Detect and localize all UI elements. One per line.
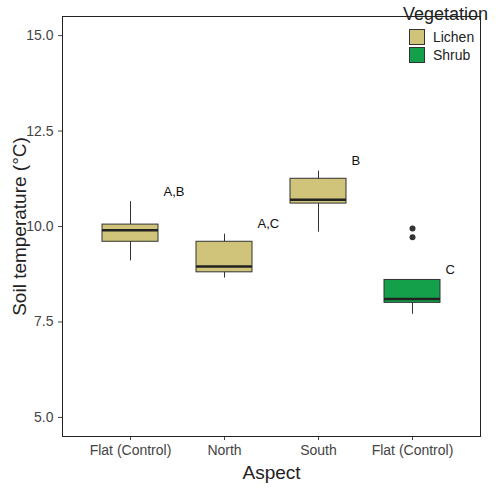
svg-text:North: North <box>207 442 241 458</box>
svg-text:12.5: 12.5 <box>26 123 53 139</box>
svg-text:5.0: 5.0 <box>34 409 54 425</box>
svg-text:B: B <box>352 153 361 168</box>
svg-text:Aspect: Aspect <box>242 462 301 483</box>
svg-text:Flat (Control): Flat (Control) <box>90 442 172 458</box>
svg-text:Flat (Control): Flat (Control) <box>372 442 454 458</box>
svg-text:Soil temperature (°C): Soil temperature (°C) <box>9 137 30 316</box>
svg-text:10.0: 10.0 <box>26 218 53 234</box>
svg-text:South: South <box>300 442 337 458</box>
html-text:Lichen: Lichen <box>432 29 475 45</box>
svg-text:A,C: A,C <box>258 216 280 231</box>
svg-text:C: C <box>446 262 455 277</box>
svg-text:15.0: 15.0 <box>26 27 53 43</box>
html-text:Vegetation: Vegetation <box>402 4 488 24</box>
svg-text:7.5: 7.5 <box>34 313 54 329</box>
svg-text:A,B: A,B <box>164 184 185 199</box>
html-text:Shrub: Shrub <box>432 47 471 63</box>
